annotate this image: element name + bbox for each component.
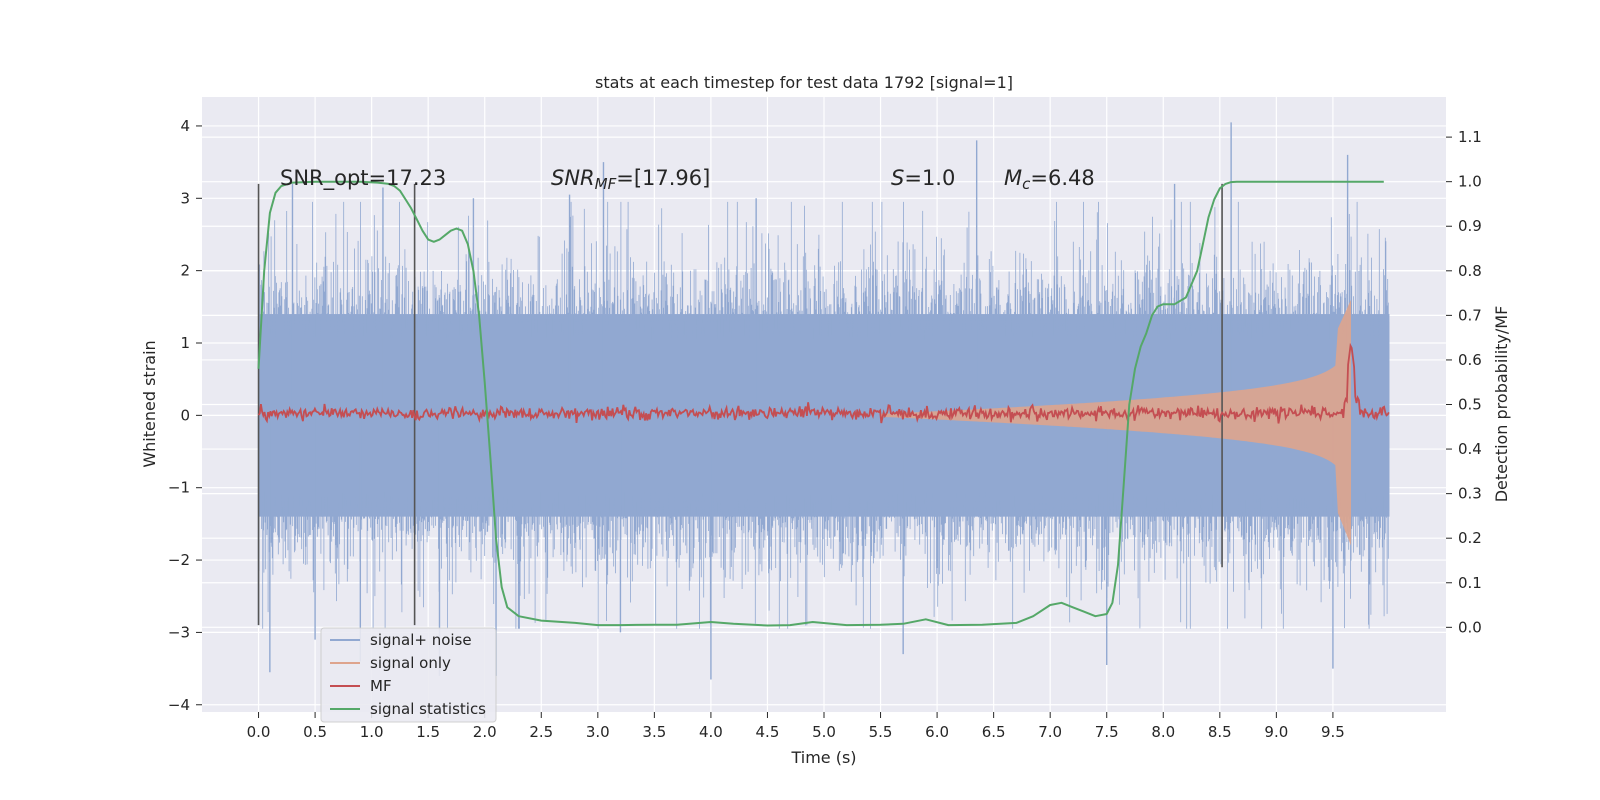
y-right-tick-label-0.1: 0.1 [1458, 574, 1482, 592]
signal-only-line [880, 299, 1351, 546]
chart-title: stats at each timestep for test data 179… [595, 73, 1013, 92]
y-axis-left-label: Whitened strain [140, 340, 159, 467]
legend-label-signal-noise: signal+ noise [370, 631, 472, 649]
annotation-s-value: =1.0 [904, 166, 955, 190]
x-tick-label-1.5: 1.5 [416, 723, 440, 741]
legend-box [320, 627, 497, 723]
signal-statistics-line [257, 180, 1384, 627]
legend-label-mf: MF [370, 677, 392, 695]
x-tick-label-5.5: 5.5 [869, 723, 893, 741]
y-right-tick-label-0.9: 0.9 [1458, 217, 1482, 235]
x-tick-label-6.5: 6.5 [982, 723, 1006, 741]
y-axis-right-label: Detection probability/MF [1492, 306, 1511, 503]
y-right-tick-label-0.5: 0.5 [1458, 396, 1482, 414]
mf-line [257, 342, 1390, 424]
vertical-markers [257, 183, 1223, 626]
x-tick-label-7.0: 7.0 [1038, 723, 1062, 741]
y-right-tick-label-0.7: 0.7 [1458, 306, 1482, 324]
x-tick-label-8.5: 8.5 [1208, 723, 1232, 741]
x-tick-label-3.5: 3.5 [642, 723, 666, 741]
y-left-tick-label-0: 0 [180, 406, 190, 424]
annotation-s-base: S [891, 166, 904, 190]
y-left-tick-label--2: −2 [168, 551, 190, 569]
annotation-mc-base: M [1004, 166, 1022, 190]
y-axis-right-ticks: 0.0 0.1 0.2 0.3 0.4 0.5 0.6 0.7 0.8 0.9 1.0 1.1 [1446, 128, 1482, 636]
annotation-mc: Mc=6.48 [1004, 166, 1095, 193]
series-mf-layer [257, 342, 1390, 424]
x-tick-label-2.5: 2.5 [529, 723, 553, 741]
annotation-snr-opt: SNR_opt=17.23 [280, 166, 446, 191]
annotation-snr-mf-sub: MF [595, 175, 617, 193]
x-tick-label-1.0: 1.0 [360, 723, 384, 741]
y-left-tick-label-3: 3 [180, 189, 190, 207]
y-left-tick-label-2: 2 [180, 262, 190, 280]
x-tick-label-9.5: 9.5 [1321, 723, 1345, 741]
y-left-tick-label--4: −4 [168, 696, 190, 714]
y-left-tick-label--3: −3 [168, 623, 190, 641]
annotation-snr-mf-base: SNR [551, 166, 595, 190]
annotation-snr-mf-value: =[17.96] [616, 166, 710, 190]
annotation-mc-value: =6.48 [1030, 166, 1094, 190]
annotation-mc-sub: c [1022, 175, 1031, 193]
y-left-tick-label-4: 4 [180, 117, 190, 135]
annotation-s: S=1.0 [891, 166, 955, 190]
x-axis-label: Time (s) [790, 748, 856, 767]
x-tick-label-4.5: 4.5 [756, 723, 780, 741]
y-right-tick-label-0.8: 0.8 [1458, 262, 1482, 280]
x-tick-label-7.5: 7.5 [1095, 723, 1119, 741]
x-tick-label-8.0: 8.0 [1151, 723, 1175, 741]
x-tick-label-0.0: 0.0 [247, 723, 271, 741]
y-right-tick-label-0.0: 0.0 [1458, 618, 1482, 636]
x-tick-label-0.5: 0.5 [303, 723, 327, 741]
legend: signal+ noise signal only MF signal stat… [320, 627, 497, 723]
series-signal-only-layer [880, 299, 1351, 546]
y-left-tick-label-1: 1 [180, 334, 190, 352]
y-right-tick-label-0.2: 0.2 [1458, 529, 1482, 547]
y-right-tick-label-0.4: 0.4 [1458, 440, 1482, 458]
y-right-tick-label-1.0: 1.0 [1458, 173, 1482, 191]
y-right-tick-label-1.1: 1.1 [1458, 128, 1482, 146]
x-tick-label-3.0: 3.0 [586, 723, 610, 741]
x-tick-label-2.0: 2.0 [473, 723, 497, 741]
x-tick-label-4.0: 4.0 [699, 723, 723, 741]
x-tick-label-6.0: 6.0 [925, 723, 949, 741]
y-left-tick-label--1: −1 [168, 479, 190, 497]
y-right-tick-label-0.6: 0.6 [1458, 351, 1482, 369]
x-tick-label-9.0: 9.0 [1264, 723, 1288, 741]
annotation-snr-mf: SNRMF=[17.96] [551, 166, 710, 193]
legend-label-signal-only: signal only [370, 654, 451, 672]
y-right-tick-label-0.3: 0.3 [1458, 485, 1482, 503]
series-signal-statistics-layer [257, 180, 1384, 627]
y-axis-left-ticks: −4 −3 −2 −1 0 1 2 3 4 [168, 117, 202, 714]
legend-label-signal-statistics: signal statistics [370, 700, 486, 718]
x-tick-label-5.0: 5.0 [812, 723, 836, 741]
x-axis-ticks: 0.0 0.5 1.0 1.5 2.0 2.5 3.0 3.5 4.0 4.5 5.0 5.5 6.0 6… [247, 712, 1345, 741]
